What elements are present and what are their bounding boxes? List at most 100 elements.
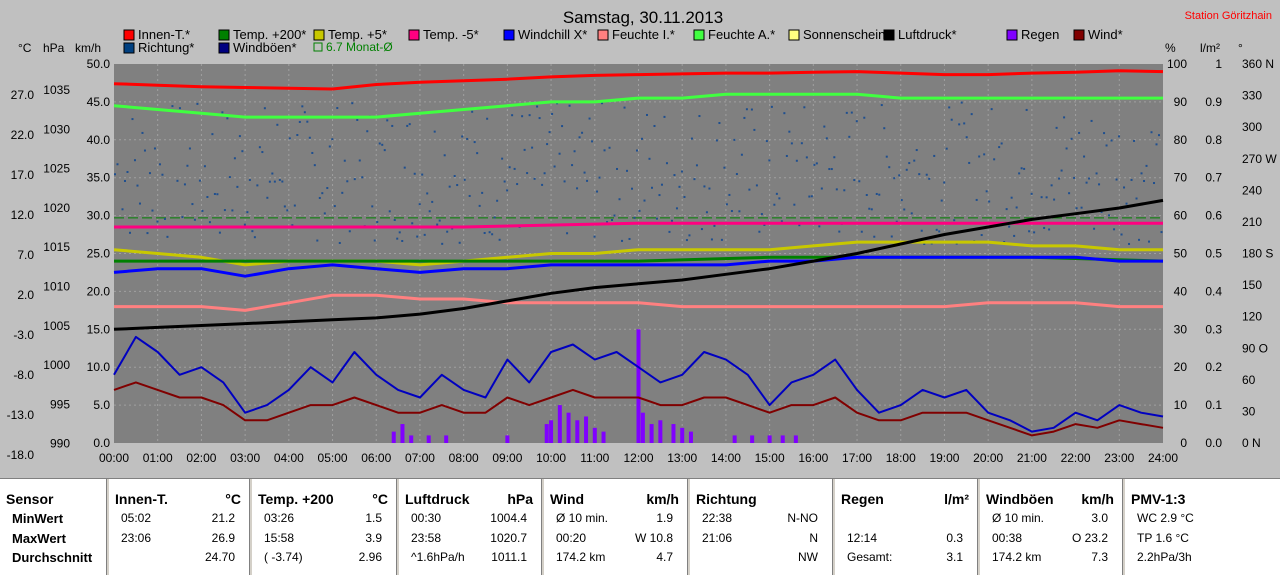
direction-point — [361, 176, 364, 179]
weather-chart: Samstag, 30.11.2013 Station Göritzhain I… — [6, 8, 1278, 465]
x-tick: 06:00 — [361, 451, 391, 465]
direction-point — [1160, 231, 1163, 234]
direction-point — [426, 192, 429, 195]
direction-point — [1118, 135, 1121, 138]
direction-point — [1093, 227, 1096, 230]
direction-point — [660, 183, 663, 186]
direction-point — [216, 193, 219, 196]
rain-tick: 1 — [1215, 57, 1222, 71]
direction-point — [428, 210, 431, 213]
direction-point — [263, 107, 266, 110]
x-tick: 21:00 — [1017, 451, 1047, 465]
direction-point — [398, 231, 401, 234]
legend-swatch — [503, 29, 515, 41]
direction-point — [758, 230, 761, 233]
direction-point — [296, 134, 299, 137]
direction-point — [928, 177, 931, 180]
direction-point — [176, 179, 179, 182]
series-line-windb-en- — [113, 335, 1164, 433]
direction-point — [775, 192, 778, 195]
direction-point — [288, 137, 291, 140]
table-row: Ø 10 min. 3.0 — [986, 509, 1116, 529]
direction-point — [715, 139, 718, 142]
direction-point — [233, 157, 236, 160]
rain-tick: 0.6 — [1205, 209, 1222, 223]
direction-point — [788, 130, 791, 133]
rain-bar — [566, 412, 571, 443]
table-row: Durchschnitt — [6, 548, 100, 568]
direction-point — [391, 124, 394, 127]
direction-point — [438, 219, 441, 222]
direction-point — [576, 187, 579, 190]
direction-point — [815, 162, 818, 165]
legend-label: Feuchte A.* — [708, 27, 775, 42]
table-column-windboeen: Windböen km/h Ø 10 min. 3.0 00:38 O 23.2 17… — [980, 479, 1123, 575]
pct-tick: 20 — [1174, 360, 1188, 374]
direction-point — [1153, 182, 1156, 185]
cell-value: 7.3 — [1091, 550, 1108, 564]
direction-point — [1145, 164, 1148, 167]
direction-point — [985, 190, 988, 193]
table-row: Ø 10 min. 1.9 — [550, 509, 681, 529]
rain-tick: 0.5 — [1205, 247, 1222, 261]
direction-point — [730, 210, 733, 213]
direction-point — [778, 197, 781, 200]
direction-point — [323, 212, 326, 215]
deg-tick: 0 N — [1242, 436, 1261, 450]
cell-time: 12:14 — [847, 530, 878, 545]
legend-label: Temp. +5* — [328, 27, 387, 42]
kmh-tick: 5.0 — [93, 398, 110, 412]
direction-point — [536, 105, 539, 108]
kmh-tick: 35.0 — [87, 171, 111, 185]
x-tick: 02:00 — [186, 451, 216, 465]
direction-point — [1090, 119, 1093, 122]
direction-point — [733, 138, 736, 141]
direction-point — [196, 102, 199, 105]
hpa-tick: 1025 — [43, 162, 70, 176]
rain-bar — [793, 435, 798, 443]
direction-point — [860, 230, 863, 233]
x-tick: 01:00 — [143, 451, 173, 465]
direction-point — [983, 153, 986, 156]
rain-tick: 0.1 — [1205, 398, 1222, 412]
direction-point — [738, 210, 741, 213]
direction-point — [141, 131, 144, 134]
direction-point — [680, 170, 683, 173]
cell-time: Ø 10 min. — [992, 511, 1045, 525]
direction-point — [875, 192, 878, 195]
direction-point — [880, 104, 883, 107]
direction-point — [1095, 172, 1098, 175]
table-column-richtung: Richtung 22:38 N-NO 21:06 N NW — [690, 479, 833, 575]
direction-point — [1085, 181, 1088, 184]
direction-point — [303, 111, 306, 114]
cell-time: 174.2 km — [556, 550, 606, 564]
direction-point — [708, 187, 711, 190]
direction-point — [468, 194, 471, 197]
direction-point — [1013, 234, 1016, 237]
column-unit: km/h — [646, 491, 679, 507]
cell-value: 1004.4 — [490, 511, 527, 525]
direction-point — [201, 209, 204, 212]
direction-point — [591, 140, 594, 143]
rain-bar — [400, 424, 405, 443]
legend-swatch — [218, 29, 230, 41]
direction-point — [411, 222, 414, 225]
rain-bar — [658, 420, 663, 443]
direction-point — [188, 147, 191, 150]
direction-point — [193, 218, 196, 221]
direction-point — [1053, 198, 1056, 201]
cell-time: 00:20 — [556, 530, 587, 545]
cell-value: 1020.7 — [490, 530, 527, 545]
direction-point — [138, 202, 141, 205]
kmh-unit: km/h — [75, 41, 101, 55]
column-header: Temp. +200 °C — [258, 489, 390, 509]
direction-point — [923, 242, 926, 245]
direction-point — [271, 172, 274, 175]
cell-value: W 10.8 — [634, 530, 673, 545]
direction-point — [351, 102, 354, 105]
direction-point — [1083, 155, 1086, 158]
direction-point — [723, 166, 726, 169]
legend-swatch — [788, 29, 800, 41]
column-header: Sensor — [6, 491, 54, 507]
direction-point — [308, 136, 311, 139]
